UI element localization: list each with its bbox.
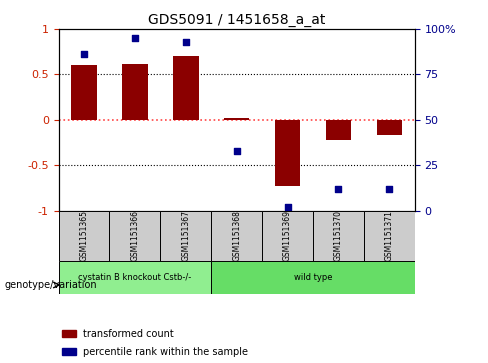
Text: wild type: wild type [294, 273, 332, 282]
FancyBboxPatch shape [364, 211, 415, 261]
FancyBboxPatch shape [211, 261, 415, 294]
Point [386, 186, 393, 192]
Text: percentile rank within the sample: percentile rank within the sample [83, 347, 248, 357]
Text: GSM1151371: GSM1151371 [385, 211, 394, 261]
Bar [173, 56, 199, 120]
Point [182, 39, 190, 45]
Point [131, 35, 139, 41]
Text: GSM1151365: GSM1151365 [80, 211, 88, 261]
Bar [275, 120, 300, 186]
FancyBboxPatch shape [313, 211, 364, 261]
FancyBboxPatch shape [161, 211, 211, 261]
FancyBboxPatch shape [59, 261, 211, 294]
FancyBboxPatch shape [211, 211, 262, 261]
Bar [326, 120, 351, 140]
Point [335, 186, 343, 192]
Bar [71, 65, 97, 120]
Text: GSM1151368: GSM1151368 [232, 211, 241, 261]
Bar [224, 118, 249, 120]
Bar [62, 330, 76, 337]
FancyBboxPatch shape [109, 211, 161, 261]
Text: transformed count: transformed count [83, 329, 174, 339]
Text: GSM1151370: GSM1151370 [334, 211, 343, 261]
Text: GSM1151369: GSM1151369 [283, 211, 292, 261]
Point [80, 52, 88, 57]
Text: genotype/variation: genotype/variation [5, 280, 98, 290]
Title: GDS5091 / 1451658_a_at: GDS5091 / 1451658_a_at [148, 13, 325, 26]
FancyBboxPatch shape [262, 211, 313, 261]
Point [284, 204, 291, 210]
Bar [377, 120, 402, 135]
Bar [62, 348, 76, 355]
Text: GSM1151366: GSM1151366 [130, 211, 140, 261]
Point [233, 148, 241, 154]
Text: GSM1151367: GSM1151367 [181, 211, 190, 261]
FancyBboxPatch shape [59, 211, 109, 261]
Text: cystatin B knockout Cstb-/-: cystatin B knockout Cstb-/- [78, 273, 191, 282]
Bar [122, 64, 148, 120]
